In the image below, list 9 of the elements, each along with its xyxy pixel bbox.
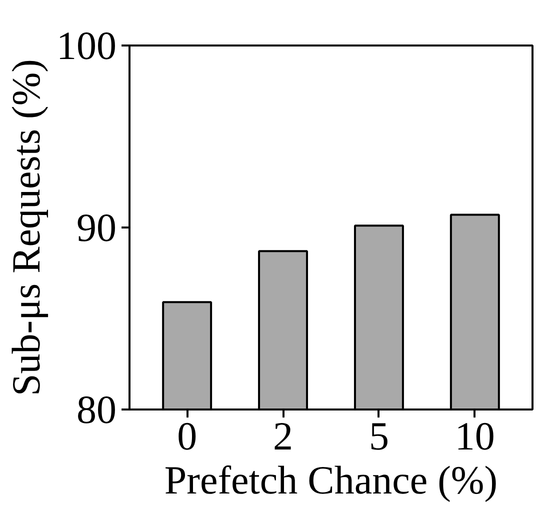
x-axis-title: Prefetch Chance (%) bbox=[164, 458, 498, 502]
x-tick-label: 5 bbox=[368, 414, 389, 458]
x-tick-label: 10 bbox=[454, 414, 495, 458]
x-tick-label: 0 bbox=[177, 414, 198, 458]
y-axis-title: Sub-μs Requests (%) bbox=[4, 59, 48, 396]
y-tick-label: 100 bbox=[56, 23, 116, 68]
x-tick-label: 2 bbox=[273, 414, 294, 458]
y-tick-label: 80 bbox=[76, 387, 116, 432]
y-tick-label: 90 bbox=[76, 205, 116, 250]
